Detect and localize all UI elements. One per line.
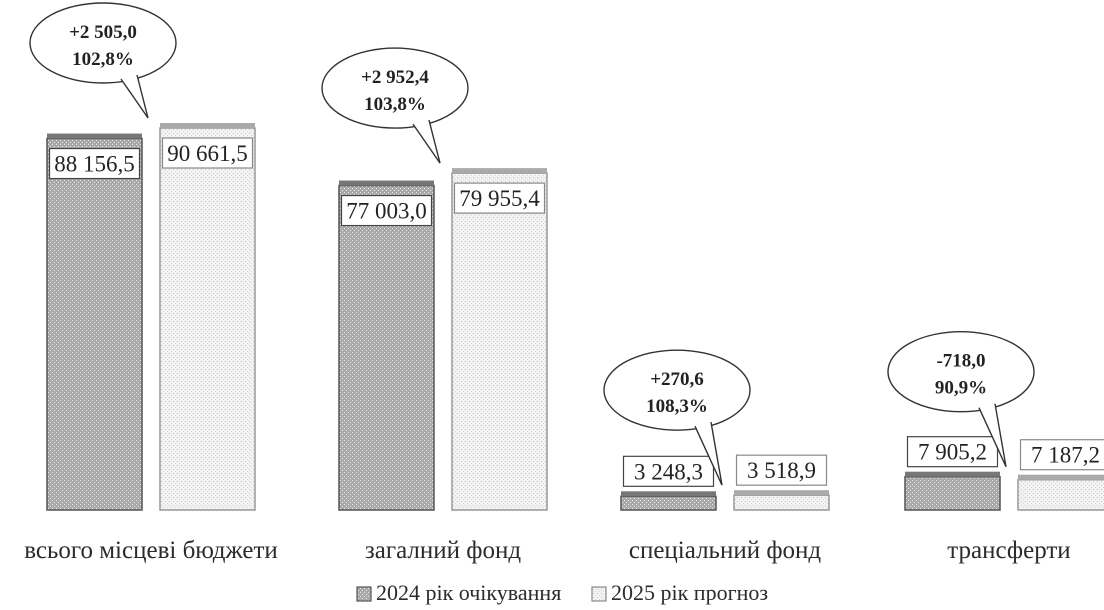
bar-2025-3: [1017, 478, 1104, 511]
bar-cap-0-3: [905, 471, 1000, 477]
data-label-box: [906, 436, 999, 468]
callout-bubble: [887, 330, 1035, 413]
data-label: 3 518,9: [747, 458, 816, 483]
category-label: спеціальний фонд: [629, 537, 822, 564]
category-label: трансферти: [947, 537, 1070, 564]
bar-2024-1: [338, 184, 435, 511]
bar-2025-1: [451, 172, 548, 511]
callout-pointer: [694, 422, 723, 486]
data-label-box: [735, 454, 828, 486]
data-label-box: [622, 455, 715, 487]
data-label-box: [1019, 439, 1104, 471]
callout-diff: +270,6: [650, 369, 704, 390]
bar-cap-0-0: [47, 133, 142, 139]
bar-2025-2: [733, 494, 830, 511]
callout-pointer: [120, 74, 149, 119]
bar-cap-0-2: [621, 491, 716, 497]
bar-2024-0: [46, 137, 143, 511]
bar-cap-1-0: [160, 123, 255, 128]
data-label: 3 248,3: [634, 459, 703, 484]
legend-label-1: 2025 рік прогноз: [611, 580, 768, 605]
data-label-box: [340, 194, 433, 227]
bar-2025-0: [159, 127, 256, 511]
data-label: 7 905,2: [918, 440, 987, 465]
callout-percent: 90,9%: [935, 378, 987, 399]
bar-cap-0-1: [339, 180, 434, 186]
legend: 2024 рік очікування 2025 рік прогноз: [356, 580, 768, 605]
legend-label-0: 2024 рік очікування: [376, 580, 561, 605]
callout-percent: 103,8%: [364, 94, 426, 115]
data-label-box: [453, 182, 546, 214]
bar-2024-3: [904, 475, 1001, 511]
callout-bubble: [29, 2, 177, 84]
callout-diff: +2 952,4: [361, 67, 429, 88]
callout-percent: 108,3%: [646, 396, 708, 417]
data-label: 7 187,2: [1031, 443, 1100, 468]
bars-layer: 88 156,5 90 661,5 +2 505,0 102,8% 77 003,0 79…: [29, 2, 1104, 511]
callout-percent: 102,8%: [72, 49, 134, 70]
callout-diff: +2 505,0: [69, 22, 137, 43]
callout-pointer: [978, 403, 1007, 467]
data-label-box: [161, 137, 254, 169]
bar-2024-2: [620, 495, 717, 511]
category-label: загалний фонд: [365, 537, 521, 564]
bar-cap-1-3: [1018, 474, 1104, 480]
callout-diff: -718,0: [936, 351, 985, 372]
bar-cap-1-2: [734, 490, 829, 496]
bar-cap-1-1: [452, 168, 547, 174]
callout-bubble: [321, 47, 469, 129]
data-label: 88 156,5: [54, 152, 135, 177]
data-label: 77 003,0: [346, 199, 427, 224]
callout-pointer: [412, 119, 441, 164]
data-label: 79 955,4: [459, 186, 540, 211]
data-label: 90 661,5: [167, 141, 248, 166]
category-label: всього місцеві бюджети: [24, 537, 278, 564]
legend-swatch-1: [591, 586, 607, 602]
callout-bubble: [603, 349, 751, 431]
data-label-box: [48, 147, 141, 180]
category-axis: всього місцеві бюджети загалний фонд спеці…: [24, 537, 1070, 564]
legend-swatch-0: [356, 586, 372, 602]
